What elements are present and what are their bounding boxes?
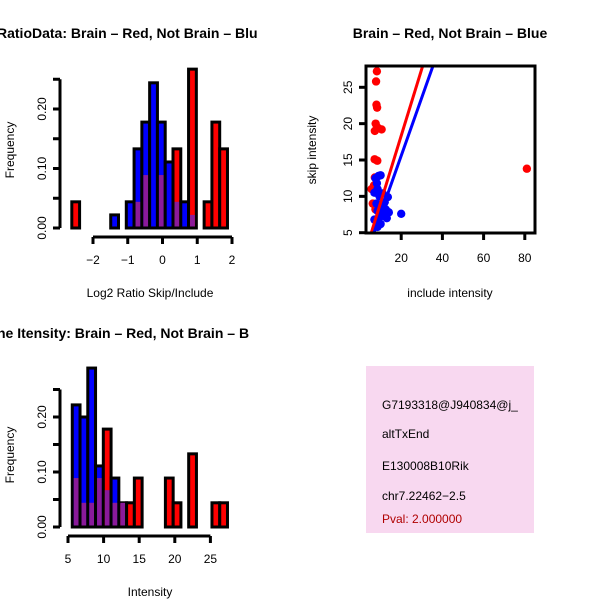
info-event-type: altTxEnd [382, 427, 429, 441]
info-gene-id: G7193318@J940834@j_ [382, 398, 518, 412]
ratio-histogram-y-tick-label: 0.10 [35, 156, 49, 180]
intensity-histogram-x-tick-label: 25 [204, 552, 218, 566]
intensity-histogram-bar-red [187, 452, 198, 529]
scatter-point-blue [397, 209, 406, 218]
scatter-y-tick-label: 20 [341, 117, 355, 131]
scatter-y-tick-label: 5 [341, 229, 355, 236]
info-location: chr7.22462−2.5 [382, 489, 466, 503]
scatter-point-red [371, 77, 381, 86]
intensity-histogram-y-tick-label: 0.00 [35, 515, 49, 539]
ratio-histogram-panel: RatioData: Brain – Red, Not Brain – Blu … [0, 25, 258, 300]
info-pval: Pval: 2.000000 [382, 512, 462, 526]
intensity-histogram-bar-red [171, 501, 183, 529]
intensity-histogram-x-tick-label: 15 [133, 552, 147, 566]
scatter-y-tick-label: 15 [341, 153, 355, 167]
ratio-histogram-x-tick-label: −1 [121, 253, 135, 267]
intensity-histogram-bar-blue [86, 366, 98, 529]
info-gene-name: E130008B10Rik [382, 459, 470, 473]
intensity-histogram-y-tick-label: 0.10 [35, 460, 49, 484]
scatter-x-tick-label: 40 [436, 251, 450, 265]
intensity-histogram-title: ne Itensity: Brain – Red, Not Brain – B [0, 325, 249, 341]
intensity-histogram-bar-overlap [97, 478, 102, 526]
scatter-point-red [373, 123, 383, 133]
ratio-histogram-bar-red [171, 147, 183, 230]
scatter-point-blue [382, 213, 391, 223]
intensity-histogram-bar-red [132, 476, 144, 529]
ratio-histogram-x-tick-label: 0 [159, 253, 166, 267]
intensity-histogram-bar-overlap [89, 502, 95, 526]
intensity-histogram-x-tick-label: 20 [168, 552, 182, 566]
scatter-title: Brain – Red, Not Brain – Blue [353, 25, 548, 41]
ratio-histogram-bar-overlap [190, 214, 195, 227]
intensity-scatter-panel: Brain – Red, Not Brain – Blue include in… [305, 25, 547, 300]
intensity-histogram-bar-overlap [81, 502, 87, 526]
ratio-histogram-bar-red [218, 147, 229, 230]
ratio-histogram-bar-overlap [174, 201, 180, 227]
ratio-histogram-bar-blue [109, 213, 121, 230]
scatter-point-blue [376, 171, 385, 180]
fit-line-blue [372, 66, 435, 233]
intensity-histogram-bar-overlap [112, 502, 118, 526]
scatter-plot-area [367, 66, 532, 233]
ratio-histogram-bar-overlap [158, 175, 164, 227]
scatter-xlabel: include intensity [407, 286, 492, 300]
info-background [366, 366, 534, 533]
scatter-x-tick-label: 20 [395, 251, 409, 265]
intensity-histogram-ylabel: Frequency [3, 427, 17, 484]
ratio-histogram-bar-red [187, 67, 198, 230]
ratio-histogram-bar-overlap [143, 175, 149, 227]
intensity-histogram-panel: ne Itensity: Brain – Red, Not Brain – B … [0, 325, 249, 599]
ratio-histogram-title: RatioData: Brain – Red, Not Brain – Blu [0, 25, 258, 41]
ratio-histogram-y-tick-label: 0.20 [35, 97, 49, 121]
ratio-histogram-xlabel: Log2 Ratio Skip/Include [87, 286, 214, 300]
scatter-point-red [372, 67, 382, 76]
intensity-histogram-bar-overlap [104, 490, 110, 526]
ratio-histogram-x-tick-label: −2 [86, 253, 100, 267]
intensity-histogram-bar-overlap [120, 502, 126, 526]
scatter-x-tick-label: 60 [477, 251, 491, 265]
intensity-histogram-xlabel: Intensity [128, 585, 173, 599]
ratio-histogram-ylabel: Frequency [3, 122, 17, 179]
scatter-point-red [522, 164, 532, 173]
scatter-ylabel: skip intensity [305, 116, 319, 185]
scatter-y-tick-label: 10 [341, 189, 355, 203]
scatter-frame [364, 64, 537, 235]
scatter-y-tick-label: 25 [341, 80, 355, 94]
scatter-x-tick-label: 80 [518, 251, 532, 265]
intensity-histogram-bar-red [218, 501, 229, 529]
fit-line-red [369, 66, 425, 233]
info-panel: G7193318@J940834@j_ altTxEnd E130008B10R… [366, 366, 534, 533]
intensity-histogram-y-tick-label: 0.20 [35, 405, 49, 429]
ratio-histogram-bar-red [70, 200, 82, 230]
scatter-point-red [372, 103, 382, 112]
ratio-histogram-x-tick-label: 2 [229, 253, 236, 267]
ratio-histogram-x-tick-label: 1 [194, 253, 201, 267]
intensity-histogram-bar-overlap [73, 478, 79, 526]
ratio-histogram-bar-overlap [135, 201, 141, 227]
scatter-point-red [373, 156, 382, 165]
intensity-histogram-x-tick-label: 5 [65, 552, 72, 566]
intensity-histogram-x-tick-label: 10 [97, 552, 111, 566]
ratio-histogram-y-tick-label: 0.00 [35, 216, 49, 240]
